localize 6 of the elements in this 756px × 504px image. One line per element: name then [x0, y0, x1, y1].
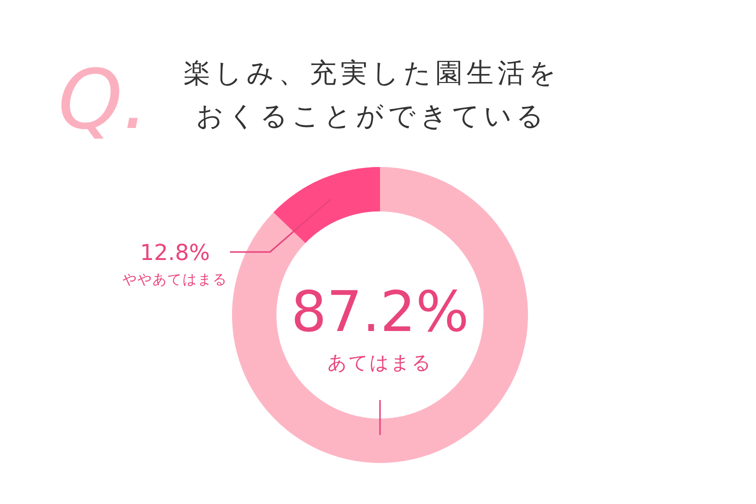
text: Q.: [58, 53, 149, 148]
data-label: 12.8%: [140, 241, 210, 266]
slice-label: あてはまる: [328, 352, 432, 374]
data-label: 87.2%: [291, 280, 469, 345]
slice-label: ややあてはまる: [122, 272, 228, 288]
chart-title: 楽しみ、充実した園生活をおくることができている: [184, 58, 560, 132]
